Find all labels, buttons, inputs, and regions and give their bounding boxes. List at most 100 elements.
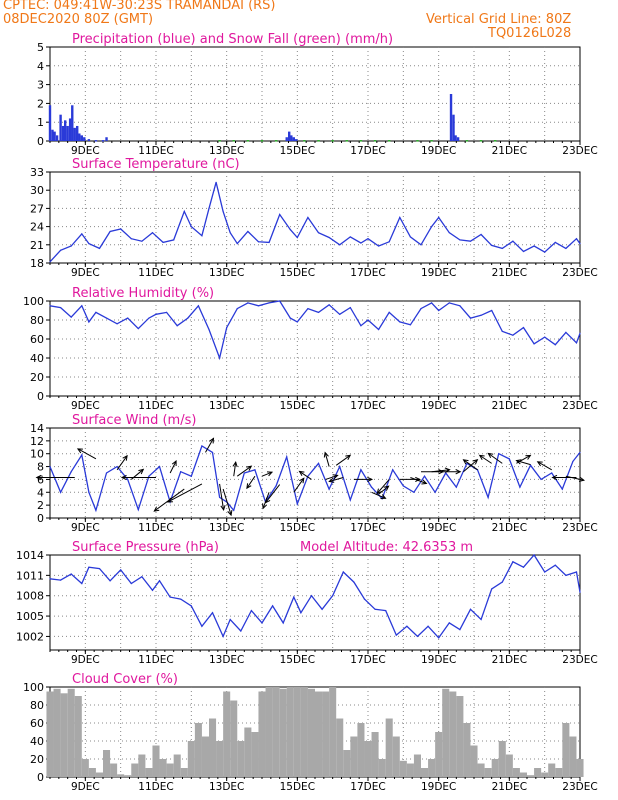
cloud-bar: [103, 750, 111, 777]
data-point: [519, 486, 521, 488]
data-point: [88, 242, 90, 245]
header-left-line1: CPTEC: 049:41W-30:23S TRAMANDAI (RS): [3, 0, 276, 13]
x-tick-label: 11DEC: [138, 145, 173, 157]
x-tick-label: 19DEC: [421, 145, 456, 157]
snow-bar: [260, 140, 264, 142]
data-point: [127, 478, 129, 481]
data-point: [370, 486, 373, 488]
data-point: [60, 249, 62, 251]
wind-vector-head: [525, 454, 532, 460]
precip-bar: [292, 137, 295, 141]
data-point: [81, 454, 83, 456]
wind-vector: [222, 488, 232, 516]
panel-1: 0 1 2 3 4 5 9DEC 11DEC 13DEC 15DEC 17DEC 19DEC 21DEC…: [37, 32, 598, 157]
x-tick-label: 13DEC: [209, 781, 244, 793]
x-tick-label: 11DEC: [138, 267, 173, 279]
cloud-bar: [81, 759, 89, 777]
cloud-bar: [53, 688, 61, 777]
cloud-bar: [265, 687, 273, 777]
cloud-bar: [117, 774, 125, 777]
wind-vector-head: [376, 488, 382, 495]
cloud-bar: [145, 768, 153, 777]
snow-bar: [331, 140, 334, 142]
snow-bar: [218, 140, 221, 142]
wind-vector-head: [478, 454, 485, 460]
wind-vector-head: [35, 474, 42, 481]
wind-vector: [516, 460, 531, 466]
data-point: [116, 323, 118, 325]
x-tick-label: 23DEC: [562, 654, 597, 666]
y-tick-label: 1002: [16, 630, 44, 643]
data-point: [522, 327, 525, 329]
data-point: [317, 462, 320, 464]
data-point: [289, 317, 291, 319]
x-tick-label: 21DEC: [492, 781, 527, 793]
data-point: [501, 247, 503, 250]
precip-bar: [55, 135, 59, 141]
data-point: [459, 629, 461, 631]
y-tick-label: 8: [37, 461, 44, 474]
data-point: [190, 605, 192, 607]
data-point: [81, 582, 83, 585]
x-tick-label: 13DEC: [209, 267, 244, 279]
data-point: [190, 226, 192, 228]
x-tick-label: 15DEC: [280, 145, 315, 157]
cloud-bar: [449, 691, 457, 777]
y-tick-label: 33: [30, 166, 44, 179]
data-point: [533, 343, 535, 345]
cloud-bar: [180, 768, 188, 777]
data-point: [406, 625, 408, 627]
wind-vector-head: [455, 469, 462, 475]
data-point: [395, 634, 397, 636]
cloud-bar: [555, 768, 563, 777]
wind-vector-head: [487, 452, 494, 458]
cloud-bar: [166, 763, 174, 777]
data-point: [105, 317, 108, 319]
cloud-bar: [237, 741, 245, 777]
cloud-bar: [477, 763, 485, 777]
data-point: [388, 241, 390, 243]
wind-vector: [371, 491, 386, 499]
cloud-bar: [343, 750, 351, 777]
cloud-bar: [463, 723, 471, 777]
data-point: [233, 509, 235, 511]
data-point: [491, 309, 493, 312]
precip-bar: [48, 105, 52, 141]
cloud-bar: [576, 759, 584, 777]
data-point: [512, 334, 514, 336]
x-tick-label: 21DEC: [492, 654, 527, 666]
data-point: [236, 242, 238, 245]
x-tick-label: 15DEC: [280, 781, 315, 793]
wind-vector: [376, 479, 390, 494]
wind-vector-head: [345, 454, 352, 460]
cloud-bar: [364, 741, 372, 777]
data-point: [293, 596, 295, 598]
cloud-bar: [392, 736, 400, 777]
x-tick-label: 17DEC: [350, 522, 385, 534]
data-point: [250, 610, 252, 612]
data-point: [367, 238, 369, 240]
wind-vector: [236, 465, 252, 477]
data-point: [254, 469, 256, 471]
data-point: [459, 239, 461, 241]
data-point: [158, 465, 161, 468]
precip-bar: [59, 114, 62, 141]
x-tick-label: 13DEC: [209, 400, 244, 412]
data-point: [208, 328, 210, 331]
data-point: [120, 569, 122, 571]
data-point: [448, 622, 450, 624]
y-tick-label: 3: [37, 79, 44, 92]
wind-vector-head: [120, 474, 127, 481]
y-tick-label: 40: [30, 735, 44, 748]
x-tick-label: 23DEC: [562, 522, 597, 534]
snow-bar: [416, 140, 419, 142]
wind-vector: [487, 452, 503, 464]
data-point: [469, 240, 472, 242]
snow-bar: [303, 140, 306, 142]
wind-vector: [537, 461, 552, 471]
cloud-bar: [519, 772, 527, 777]
cloud-bar: [131, 763, 139, 777]
cloud-bar: [152, 745, 160, 777]
wind-vector-head: [220, 504, 226, 512]
data-point: [374, 608, 376, 610]
